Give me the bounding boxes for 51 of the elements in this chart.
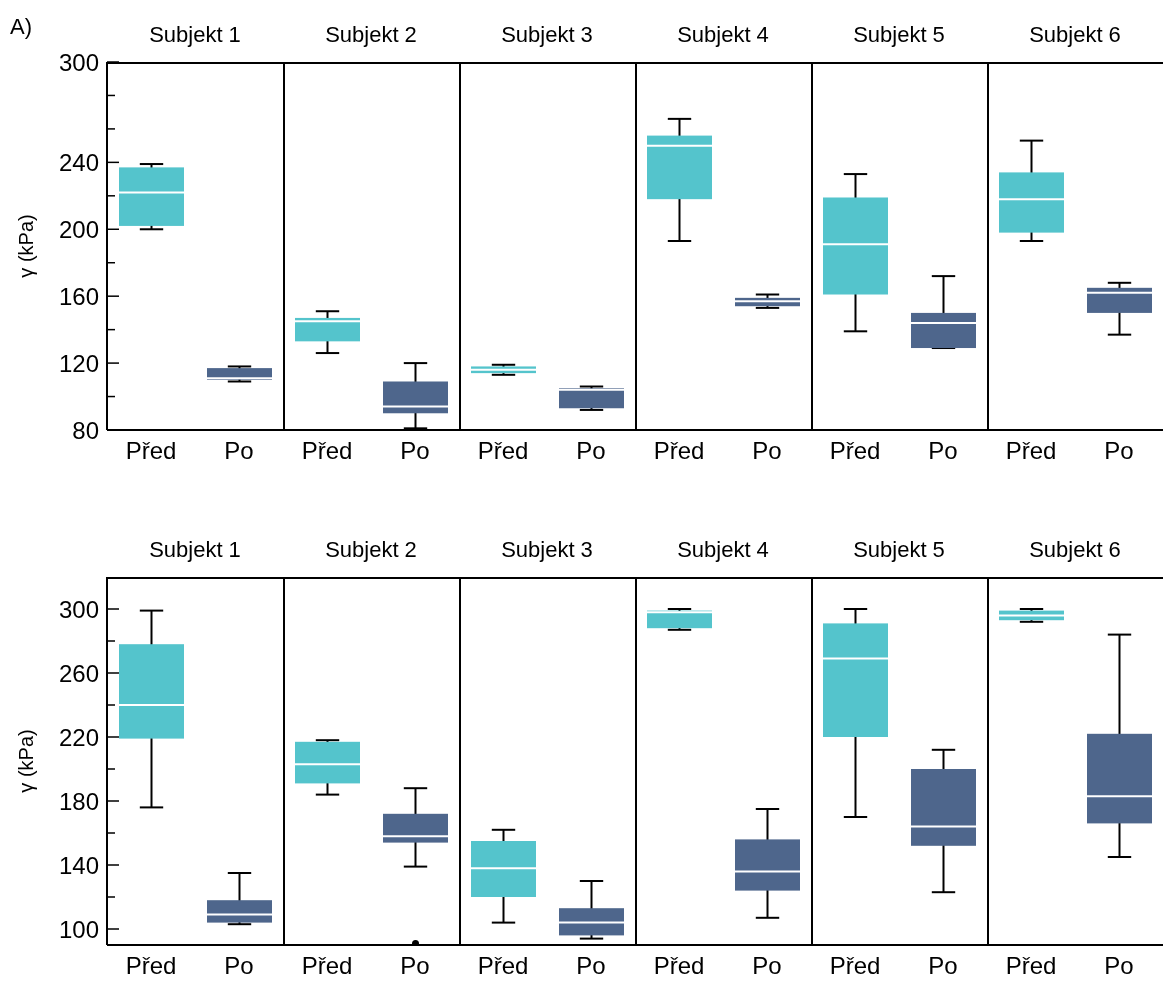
y-tick-label: 160 (58, 282, 99, 310)
x-tick-label: Po (928, 952, 958, 980)
x-tick-label: Před (1005, 952, 1057, 980)
x-tick-label: Před (125, 952, 177, 980)
x-tick-label: Před (301, 952, 353, 980)
chart-title: Subjekt 2 (324, 21, 418, 49)
y-axis-title: γ (kPa) (15, 729, 38, 793)
chart-title: Subjekt 1 (148, 536, 242, 564)
chart-title: Subjekt 1 (148, 21, 242, 49)
x-tick-label: Před (653, 952, 705, 980)
x-tick-label: Před (125, 437, 177, 465)
x-tick-label: Před (1005, 437, 1057, 465)
x-tick-label: Po (224, 437, 254, 465)
x-tick-label: Před (477, 437, 529, 465)
x-tick-label: Před (829, 437, 881, 465)
y-tick-label: 300 (58, 48, 99, 76)
y-tick-label: 300 (58, 595, 99, 623)
chart-title: Subjekt 5 (852, 21, 946, 49)
y-tick-label: 180 (58, 787, 99, 815)
chart-title: Subjekt 6 (1028, 536, 1122, 564)
chart-title: Subjekt 5 (852, 536, 946, 564)
text: A) (10, 14, 32, 40)
y-tick-label: 240 (58, 148, 99, 176)
x-tick-label: Po (1104, 437, 1134, 465)
x-tick-label: Po (576, 437, 606, 465)
y-tick-label: 100 (58, 915, 99, 943)
x-tick-label: Po (928, 437, 958, 465)
y-tick-label: 200 (58, 215, 99, 243)
chart-title: Subjekt 2 (324, 536, 418, 564)
y-tick-label: 120 (58, 349, 99, 377)
x-tick-label: Před (301, 437, 353, 465)
chart-title: Subjekt 3 (500, 536, 594, 564)
x-tick-label: Po (576, 952, 606, 980)
chart-title: Subjekt 4 (676, 21, 770, 49)
x-tick-label: Po (752, 437, 782, 465)
x-tick-label: Před (477, 952, 529, 980)
x-tick-label: Po (752, 952, 782, 980)
y-axis-title: γ (kPa) (15, 214, 38, 278)
y-tick-label: 80 (72, 416, 99, 444)
x-tick-label: Po (400, 952, 430, 980)
y-tick-label: 140 (58, 851, 99, 879)
chart-title: Subjekt 3 (500, 21, 594, 49)
x-tick-label: Po (224, 952, 254, 980)
y-tick-label: 260 (58, 659, 99, 687)
x-tick-label: Po (400, 437, 430, 465)
y-tick-label: 220 (58, 723, 99, 751)
chart-title: Subjekt 6 (1028, 21, 1122, 49)
x-tick-label: Po (1104, 952, 1134, 980)
chart-title: Subjekt 4 (676, 536, 770, 564)
x-tick-label: Před (829, 952, 881, 980)
x-tick-label: Před (653, 437, 705, 465)
